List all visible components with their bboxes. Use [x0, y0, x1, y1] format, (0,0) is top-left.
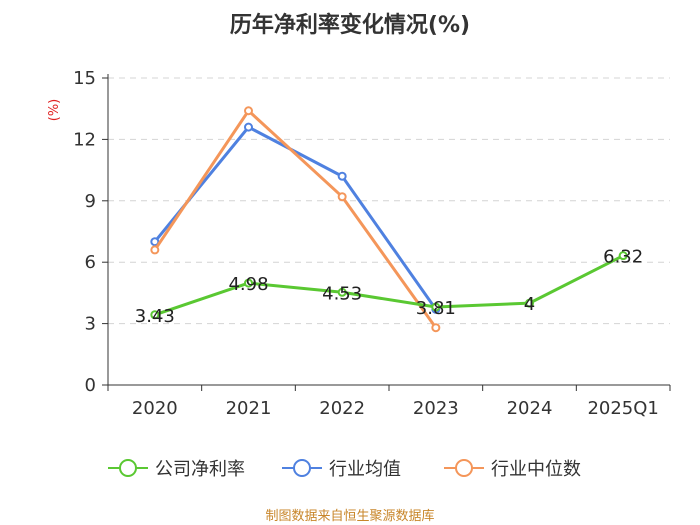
y-tick-label: 9	[85, 191, 96, 212]
data-point	[431, 302, 441, 312]
data-point	[244, 122, 253, 132]
series-lines	[150, 106, 628, 333]
legend-item[interactable]: 行业中位数	[444, 459, 581, 480]
y-tick-label: 0	[85, 375, 96, 396]
legend-marker	[119, 459, 137, 477]
data-label: 4.98	[228, 274, 268, 295]
legend-item[interactable]: 行业均值	[282, 459, 401, 480]
y-tick-label: 12	[73, 129, 96, 150]
series-line	[153, 125, 438, 311]
data-point	[525, 298, 534, 308]
data-point	[337, 192, 347, 202]
data-point	[337, 171, 347, 181]
data-label: 6.32	[603, 247, 643, 268]
legend-label: 公司净利率	[155, 459, 245, 480]
data-label: 4.53	[322, 283, 362, 304]
y-tick-label: 6	[85, 252, 96, 273]
x-tick-label: 2020	[132, 398, 178, 419]
data-point	[244, 278, 253, 288]
data-point	[150, 310, 160, 320]
data-point	[150, 237, 160, 247]
y-unit-label: (%)	[47, 99, 62, 122]
data-label: 3.81	[416, 298, 456, 319]
y-tick-label: 3	[85, 314, 96, 335]
grid	[108, 77, 670, 325]
y-tick-label: 15	[73, 68, 96, 89]
x-tick-label: 2023	[413, 398, 459, 419]
x-tick-label: 2021	[226, 398, 272, 419]
legend-marker	[293, 459, 311, 477]
x-tick-label: 2022	[319, 398, 365, 419]
series-line	[154, 254, 624, 317]
data-labels: 3.43 4.98 4.53 3.81 4 6.32	[135, 247, 643, 327]
legend-label: 行业中位数	[491, 459, 581, 480]
axes: 0 3 6 9 12 15 2020 2021 2022 2023 2024 2025Q1	[73, 68, 671, 419]
legend[interactable]: 公司净利率 行业均值 行业中位数	[108, 459, 581, 480]
data-point	[244, 106, 253, 116]
legend-marker	[455, 459, 473, 477]
series-line	[153, 109, 438, 329]
source-note: 制图数据来自恒生聚源数据库	[265, 508, 434, 524]
legend-item[interactable]: 公司净利率	[108, 459, 245, 480]
x-tick-label: 2024	[507, 398, 553, 419]
legend-label: 行业均值	[329, 459, 401, 480]
data-label: 4	[524, 294, 535, 315]
data-point	[337, 287, 347, 297]
data-label: 3.43	[135, 306, 175, 327]
data-point	[431, 323, 441, 333]
data-point	[618, 251, 628, 261]
x-tick-label: 2025Q1	[587, 398, 658, 419]
chart-title: 历年净利率变化情况(%)	[230, 12, 470, 38]
data-point	[150, 245, 160, 255]
